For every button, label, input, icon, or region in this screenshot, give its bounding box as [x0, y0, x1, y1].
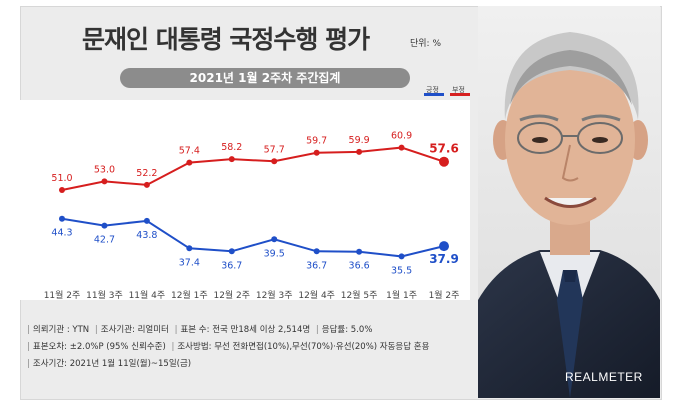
- negative-data-point: [59, 187, 65, 193]
- negative-value-label: 60.9: [391, 131, 412, 142]
- positive-value-label: 44.3: [51, 228, 72, 239]
- negative-value-label: 57.7: [264, 144, 285, 155]
- negative-data-point: [101, 178, 108, 185]
- negative-data-point: [356, 148, 363, 155]
- legend-negative-swatch: [450, 93, 470, 96]
- negative-data-point: [313, 149, 320, 156]
- x-tick-label: 12월 1주: [171, 289, 208, 301]
- positive-value-label: 36.7: [306, 260, 327, 271]
- legend-negative-label: 부정: [452, 86, 465, 94]
- unit-label: 단위: %: [410, 39, 442, 49]
- legend-positive: 긍정: [424, 85, 444, 96]
- positive-data-point: [186, 245, 193, 252]
- info-method: 조사방법: 무선 전화면접(10%),무선(70%)·유선(20%) 자동응답 …: [177, 342, 430, 352]
- legend-negative: 부정: [450, 85, 470, 96]
- survey-period-banner: 2021년 1월 2주차 주간집계: [120, 68, 410, 88]
- chart-area: [20, 100, 470, 300]
- positive-data-point: [356, 248, 363, 255]
- negative-data-point: [186, 159, 193, 166]
- negative-value-label: 58.2: [221, 142, 242, 153]
- negative-value-label: 52.2: [136, 168, 157, 179]
- positive-data-point: [101, 222, 108, 229]
- x-tick-label: 12월 4주: [298, 289, 335, 301]
- positive-data-point: [271, 236, 278, 243]
- x-tick-label: 1월 2주: [429, 289, 460, 301]
- positive-value-label: 37.4: [179, 257, 200, 268]
- brand-logo: REALMETER: [565, 370, 643, 384]
- positive-data-point: [439, 241, 449, 252]
- negative-data-point: [143, 181, 150, 188]
- negative-series-line: [61, 146, 445, 191]
- negative-value-label: 59.7: [306, 136, 327, 147]
- negative-value-label: 51.0: [51, 173, 72, 184]
- info-client: 의뢰기관 : YTN: [32, 325, 90, 335]
- negative-data-point: [271, 158, 278, 165]
- info-period: 조사기간: 2021년 1월 11일(월)~15일(금): [32, 359, 192, 369]
- survey-info-line1: | 의뢰기관 : YTN | 조사기관: 리얼미터 | 표본 수: 전국 만18세 이…: [24, 322, 469, 339]
- positive-data-point: [313, 248, 320, 255]
- x-tick-label: 11월 4주: [129, 289, 166, 301]
- info-response-rate: 응답률: 5.0%: [321, 325, 373, 335]
- negative-value-label: 59.9: [349, 135, 370, 146]
- survey-info-line3: | 조사기간: 2021년 1월 11일(월)~15일(금): [24, 356, 469, 373]
- legend-positive-swatch: [424, 93, 444, 96]
- survey-info: | 의뢰기관 : YTN | 조사기관: 리얼미터 | 표본 수: 전국 만18세 이…: [24, 322, 469, 373]
- positive-value-label: 42.7: [94, 235, 115, 246]
- positive-series-line: [61, 217, 445, 258]
- x-tick-label: 12월 3주: [256, 289, 293, 301]
- negative-data-point: [439, 156, 449, 167]
- positive-data-point: [228, 248, 235, 255]
- positive-value-label: 43.8: [136, 230, 157, 241]
- positive-value-label: 39.5: [264, 248, 285, 259]
- negative-data-point: [228, 156, 235, 163]
- negative-value-label: 57.4: [179, 146, 200, 157]
- positive-data-point: [398, 253, 405, 260]
- positive-value-label: 36.7: [221, 260, 242, 271]
- survey-info-line2: | 표본오차: ±2.0%P (95% 신뢰수준) | 조사방법: 무선 전화면접(…: [24, 339, 469, 356]
- info-agency: 조사기관: 리얼미터: [100, 325, 169, 335]
- positive-value-label: 35.5: [391, 265, 412, 276]
- positive-value-label: 36.6: [349, 261, 370, 272]
- legend-positive-label: 긍정: [426, 86, 439, 94]
- positive-value-label: 37.9: [429, 252, 459, 266]
- positive-data-point: [59, 215, 65, 222]
- page-title: 문재인 대통령 국정수행 평가: [82, 25, 370, 54]
- positive-data-point: [143, 217, 150, 224]
- x-tick-label: 1월 1주: [386, 289, 417, 301]
- negative-value-label: 53.0: [94, 164, 115, 175]
- negative-data-point: [398, 144, 405, 151]
- x-tick-label: 11월 2주: [44, 289, 81, 301]
- x-tick-label: 12월 5주: [341, 289, 378, 301]
- x-tick-label: 11월 3주: [86, 289, 123, 301]
- info-sample: 표본 수: 전국 만18세 이상 2,514명: [180, 325, 311, 335]
- info-margin: 표본오차: ±2.0%P (95% 신뢰수준): [32, 342, 166, 352]
- x-tick-label: 12월 2주: [213, 289, 250, 301]
- negative-value-label: 57.6: [429, 142, 459, 156]
